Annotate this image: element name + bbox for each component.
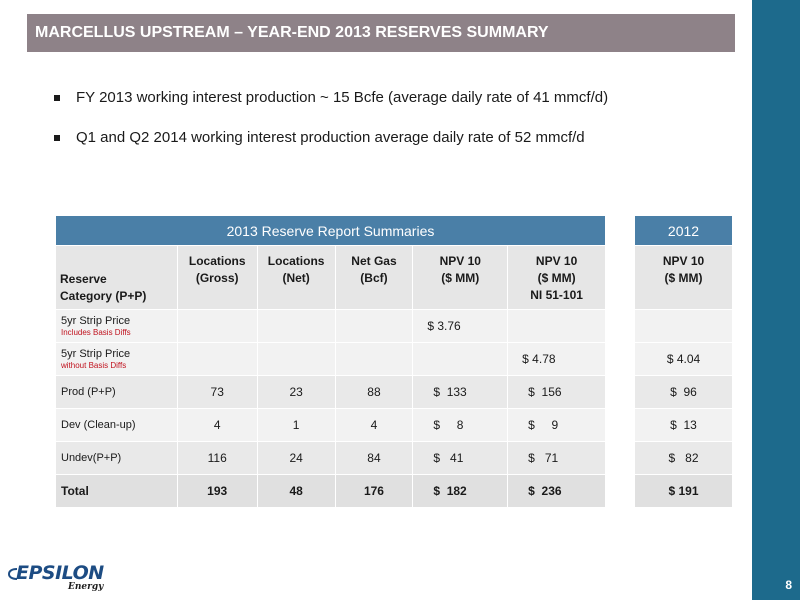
basis-note: without Basis Diffs — [61, 361, 127, 370]
logo-swoosh-icon — [8, 568, 18, 580]
bullet-item: Q1 and Q2 2014 working interest producti… — [52, 128, 742, 168]
side-table-header: 2012 — [634, 215, 733, 246]
cell-gross — [176, 342, 258, 376]
column-header-npv: NPV 10 ($ MM) — [412, 245, 509, 310]
row-label: 5yr Strip Price Includes Basis Diffs — [55, 309, 178, 343]
table-row: 5yr Strip Price without Basis Diffs $ 4.… — [55, 342, 606, 376]
table-row: Undev(P+P) 116 24 84 $ 41 $ 71 — [55, 441, 606, 475]
side-column-header-npv: NPV 10 ($ MM) — [634, 245, 733, 310]
page-title: MARCELLUS UPSTREAM – YEAR-END 2013 RESER… — [35, 24, 549, 41]
cell-npv: $ 8 — [412, 408, 509, 442]
table-row: $ 82 — [634, 441, 733, 475]
cell-gas: 4 — [334, 408, 414, 442]
table-row: $ 4.04 — [634, 342, 733, 376]
page-number: 8 — [785, 578, 792, 592]
reserve-2012-table: 2012 NPV 10 ($ MM) $ 4.04 $ 96 $ 13 $ 82… — [634, 215, 733, 508]
cell-net — [256, 342, 336, 376]
bullet-list: FY 2013 working interest production ~ 15… — [52, 88, 742, 168]
bullet-item: FY 2013 working interest production ~ 15… — [52, 88, 742, 128]
table-row: Prod (P+P) 73 23 88 $ 133 $ 156 — [55, 375, 606, 409]
cell-net: 1 — [256, 408, 336, 442]
row-label: 5yr Strip Price without Basis Diffs — [55, 342, 178, 376]
bullet-text: FY 2013 working interest production ~ 15… — [76, 89, 609, 106]
table-row — [634, 309, 733, 343]
cell-gross: 4 — [176, 408, 258, 442]
epsilon-energy-logo: EPSILON Energy — [8, 558, 118, 594]
table-header: 2013 Reserve Report Summaries — [55, 215, 606, 246]
row-label: Prod (P+P) — [55, 375, 178, 409]
table-row: 5yr Strip Price Includes Basis Diffs $ 3… — [55, 309, 606, 343]
side-total-row: $ 191 — [634, 474, 733, 508]
cell-npv — [412, 342, 509, 376]
cell-npv-ni: $ 71 — [507, 441, 606, 475]
cell-net: 24 — [256, 441, 336, 475]
cell-npv: $ 41 — [412, 441, 509, 475]
total-gas: 176 — [334, 474, 414, 508]
column-header-npv-ni: NPV 10 ($ MM) NI 51-101 — [507, 245, 606, 310]
side-cell: $ 96 — [634, 375, 733, 409]
cell-gross: 116 — [176, 441, 258, 475]
cell-npv-ni: $ 4.78 — [507, 342, 606, 376]
total-label: Total — [55, 474, 178, 508]
cell-npv-ni: $ 156 — [507, 375, 606, 409]
side-total: $ 191 — [634, 474, 733, 508]
basis-note: Includes Basis Diffs — [61, 328, 131, 337]
side-cell: $ 13 — [634, 408, 733, 442]
column-header-category: Reserve Category (P+P) — [55, 245, 178, 310]
cell-npv-ni: $ 9 — [507, 408, 606, 442]
cell-gas — [334, 309, 414, 343]
cell-gas — [334, 342, 414, 376]
bullet-square-icon — [54, 95, 60, 101]
bullet-text: Q1 and Q2 2014 working interest producti… — [76, 129, 585, 146]
cell-gas: 88 — [334, 375, 414, 409]
row-label: Dev (Clean-up) — [55, 408, 178, 442]
total-npv-ni: $ 236 — [507, 474, 606, 508]
logo-word: EPSILON — [16, 562, 104, 584]
cell-gross — [176, 309, 258, 343]
cell-gross: 73 — [176, 375, 258, 409]
cell-net: 23 — [256, 375, 336, 409]
side-cell — [634, 309, 733, 343]
right-accent-bar — [752, 0, 800, 600]
column-header-gross: Locations (Gross) — [176, 245, 258, 310]
logo-sub: Energy — [68, 582, 104, 592]
table-row: $ 96 — [634, 375, 733, 409]
column-header-net: Locations (Net) — [256, 245, 336, 310]
cell-npv-ni — [507, 309, 606, 343]
column-header-net-gas: Net Gas (Bcf) — [334, 245, 414, 310]
row-label: Undev(P+P) — [55, 441, 178, 475]
title-bar: MARCELLUS UPSTREAM – YEAR-END 2013 RESER… — [27, 14, 735, 52]
cell-net — [256, 309, 336, 343]
bullet-square-icon — [54, 135, 60, 141]
total-npv: $ 182 — [412, 474, 509, 508]
total-gross: 193 — [176, 474, 258, 508]
reserve-summary-table: 2013 Reserve Report Summaries Reserve Ca… — [55, 215, 606, 508]
side-cell: $ 82 — [634, 441, 733, 475]
cell-npv: $ 133 — [412, 375, 509, 409]
cell-gas: 84 — [334, 441, 414, 475]
total-net: 48 — [256, 474, 336, 508]
cell-npv: $ 3.76 — [412, 309, 509, 343]
table-row: Dev (Clean-up) 4 1 4 $ 8 $ 9 — [55, 408, 606, 442]
table-row: $ 13 — [634, 408, 733, 442]
side-cell: $ 4.04 — [634, 342, 733, 376]
table-total-row: Total 193 48 176 $ 182 $ 236 — [55, 474, 606, 508]
